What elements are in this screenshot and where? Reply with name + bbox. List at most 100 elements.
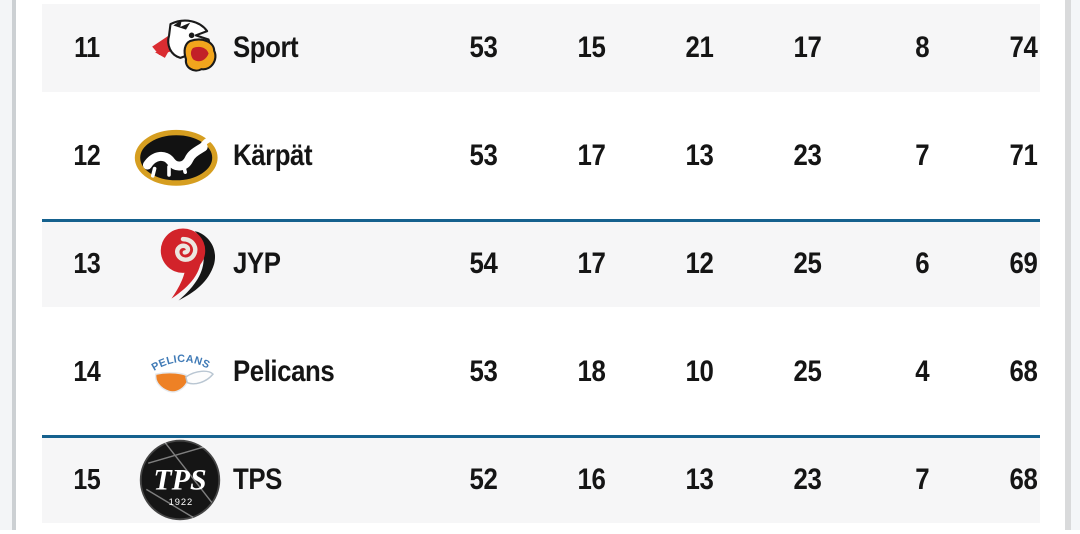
stat-value: 8 — [915, 31, 929, 64]
team-name-cell: Pelicans — [233, 355, 389, 389]
stat-value: 68 — [1009, 463, 1037, 496]
stat-cell: 25 — [713, 355, 821, 389]
stat-cell: 17 — [497, 139, 605, 173]
stat-value: 74 — [1009, 31, 1037, 64]
stat-cell: 23 — [713, 139, 821, 173]
rank-label: 13 — [73, 247, 100, 280]
stat-value: 23 — [793, 139, 821, 172]
table-row[interactable]: 14 PELICANS Pelicans 53 18 10 25 4 68 — [42, 318, 1040, 426]
team-logo-cell — [100, 123, 233, 189]
stat-cell: 7 — [821, 139, 929, 173]
stat-cell: 6 — [821, 247, 929, 281]
stat-cell: 13 — [605, 463, 713, 497]
left-edge-strip — [0, 0, 12, 530]
team-name: Sport — [233, 31, 299, 64]
rank-label: 12 — [73, 139, 100, 172]
rank-cell: 11 — [42, 32, 100, 65]
rank-label: 15 — [73, 463, 100, 496]
stat-value: 17 — [577, 247, 605, 280]
left-scrollbar[interactable] — [12, 0, 16, 530]
table-row[interactable]: 11 Sport 53 15 21 17 8 74 — [42, 0, 1040, 102]
stat-value: 12 — [685, 247, 713, 280]
stat-value: 4 — [915, 355, 929, 388]
row-band: 12 Kärpät 53 17 13 23 7 71 — [42, 112, 1040, 200]
stat-cell: 52 — [389, 463, 497, 497]
stat-value: 21 — [685, 31, 713, 64]
stat-value: 68 — [1009, 355, 1037, 388]
stat-value: 25 — [793, 247, 821, 280]
svg-text:TPS: TPS — [153, 463, 206, 496]
stat-cell: 7 — [821, 463, 929, 497]
stat-cell: 15 — [497, 31, 605, 65]
team-name: Kärpät — [233, 139, 313, 172]
pelicans-logo-icon: PELICANS — [149, 352, 214, 393]
stat-value: 53 — [469, 139, 497, 172]
right-scrollbar[interactable] — [1065, 0, 1071, 530]
stat-cell: 21 — [605, 31, 713, 65]
stat-cell: 23 — [713, 463, 821, 497]
team-name-cell: TPS — [233, 463, 389, 497]
stat-cell: 69 — [929, 247, 1037, 281]
stat-value: 52 — [469, 463, 497, 496]
team-name-cell: JYP — [233, 247, 389, 281]
stat-cell: 53 — [389, 355, 497, 389]
row-band: 15 TPS 1922 TPS 52 16 13 23 7 68 — [42, 434, 1040, 523]
rank-label: 11 — [74, 31, 100, 64]
stat-cell: 74 — [929, 31, 1037, 65]
team-logo-cell — [100, 226, 233, 302]
stat-cell: 10 — [605, 355, 713, 389]
stat-cell: 8 — [821, 31, 929, 65]
stat-value: 7 — [915, 139, 929, 172]
sport-logo-icon — [152, 19, 217, 72]
stat-value: 13 — [685, 139, 713, 172]
stat-cell: 13 — [605, 139, 713, 173]
svg-text:1922: 1922 — [169, 497, 194, 507]
stat-value: 54 — [469, 247, 497, 280]
stat-value: 25 — [793, 355, 821, 388]
stat-value: 15 — [577, 31, 605, 64]
right-edge-strip — [1071, 0, 1080, 530]
stat-value: 17 — [793, 31, 821, 64]
tps-logo-icon: TPS 1922 — [139, 439, 221, 521]
team-name: TPS — [233, 463, 282, 496]
team-logo-cell: TPS 1922 — [100, 437, 233, 523]
jyp-logo-icon — [160, 228, 216, 301]
stat-cell: 54 — [389, 247, 497, 281]
table-row[interactable]: 13 JYP 54 17 12 25 6 69 — [42, 210, 1040, 318]
stat-cell: 17 — [497, 247, 605, 281]
team-name-cell: Sport — [233, 31, 389, 65]
stat-cell: 53 — [389, 31, 497, 65]
team-name-cell: Kärpät — [233, 139, 389, 173]
rank-cell: 12 — [42, 140, 100, 173]
stat-cell: 18 — [497, 355, 605, 389]
stat-value: 69 — [1009, 247, 1037, 280]
stat-value: 53 — [469, 31, 497, 64]
stat-cell: 68 — [929, 355, 1037, 389]
stat-value: 6 — [915, 247, 929, 280]
table-row[interactable]: 15 TPS 1922 TPS 52 16 13 23 7 68 — [42, 426, 1040, 534]
stat-cell: 12 — [605, 247, 713, 281]
stat-value: 13 — [685, 463, 713, 496]
team-name: Pelicans — [233, 355, 335, 388]
stat-cell: 17 — [713, 31, 821, 65]
stat-cell: 68 — [929, 463, 1037, 497]
stat-value: 10 — [685, 355, 713, 388]
team-logo-cell: PELICANS — [100, 341, 233, 403]
table-row[interactable]: 12 Kärpät 53 17 13 23 7 71 — [42, 102, 1040, 210]
stat-value: 18 — [577, 355, 605, 388]
rank-cell: 14 — [42, 356, 100, 389]
karpat-logo-icon — [134, 129, 221, 186]
rank-cell: 15 — [42, 464, 100, 497]
row-band: 14 PELICANS Pelicans 53 18 10 25 4 68 — [42, 328, 1040, 416]
stat-value: 23 — [793, 463, 821, 496]
stat-value: 17 — [577, 139, 605, 172]
rank-label: 14 — [73, 355, 100, 388]
row-band: 13 JYP 54 17 12 25 6 69 — [42, 218, 1040, 307]
stat-cell: 16 — [497, 463, 605, 497]
stat-cell: 53 — [389, 139, 497, 173]
stat-value: 71 — [1009, 139, 1037, 172]
row-band: 11 Sport 53 15 21 17 8 74 — [42, 4, 1040, 92]
team-name: JYP — [233, 247, 281, 280]
stat-cell: 71 — [929, 139, 1037, 173]
standings-table: 11 Sport 53 15 21 17 8 74 12 Kärpät 53 17 13 23 7… — [42, 0, 1040, 534]
